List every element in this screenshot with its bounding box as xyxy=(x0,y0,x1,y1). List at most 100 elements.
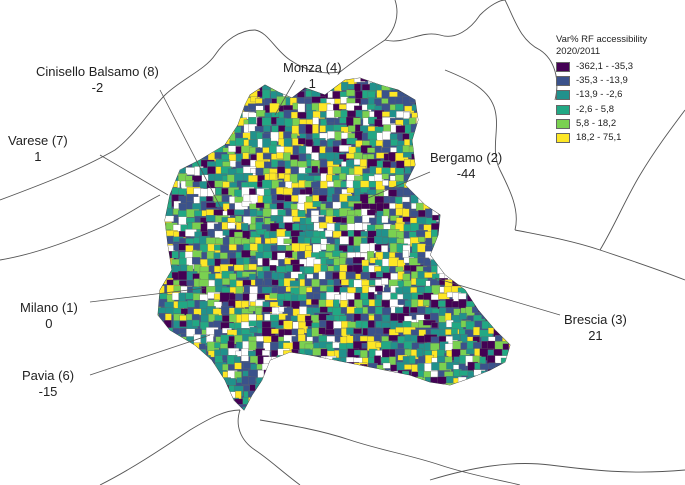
municipality-patch xyxy=(268,376,283,388)
municipality-patch xyxy=(417,96,431,106)
municipality-patch xyxy=(445,256,454,265)
municipality-patch xyxy=(376,383,390,395)
municipality-patch xyxy=(423,112,437,120)
municipality-patch xyxy=(473,383,487,396)
municipality-patch xyxy=(312,370,324,381)
municipality-patch xyxy=(438,187,448,194)
municipality-patch xyxy=(425,131,439,138)
municipality-patch xyxy=(150,147,157,155)
municipality-patch xyxy=(227,340,235,349)
municipality-patch xyxy=(187,125,197,131)
municipality-patch xyxy=(422,82,435,88)
municipality-patch xyxy=(304,398,314,407)
municipality-patch xyxy=(445,216,460,224)
municipality-patch xyxy=(165,336,179,348)
municipality-patch xyxy=(174,412,181,417)
municipality-patch xyxy=(200,371,208,380)
municipality-patch xyxy=(220,90,235,97)
municipality-patch xyxy=(485,300,496,310)
municipality-patch xyxy=(262,404,272,410)
municipality-patch xyxy=(361,412,369,422)
municipality-patch xyxy=(158,399,162,408)
municipality-patch xyxy=(425,413,439,421)
municipality-patch xyxy=(165,168,175,180)
municipality-patch xyxy=(297,398,310,404)
municipality-patch xyxy=(158,174,170,183)
municipality-patch xyxy=(473,326,480,336)
municipality-patch xyxy=(479,131,486,140)
municipality-patch xyxy=(158,126,171,135)
municipality-patch xyxy=(395,397,409,409)
legend-label: -362,1 - -35,3 xyxy=(576,61,634,73)
municipality-patch xyxy=(306,405,314,410)
municipality-patch xyxy=(221,413,233,423)
municipality-patch xyxy=(495,238,502,249)
municipality-patch xyxy=(446,403,459,410)
municipality-patch xyxy=(249,326,258,333)
municipality-patch xyxy=(425,398,440,410)
municipality-patch xyxy=(214,404,226,410)
municipality-patch xyxy=(509,174,510,187)
municipality-patch xyxy=(312,124,319,135)
municipality-patch xyxy=(270,131,279,142)
municipality-patch xyxy=(437,383,452,394)
municipality-patch xyxy=(516,327,529,338)
municipality-patch xyxy=(158,109,167,120)
municipality-patch xyxy=(370,412,381,417)
municipality-patch xyxy=(171,364,181,370)
municipality-patch xyxy=(284,391,294,402)
municipality-patch xyxy=(492,223,500,230)
municipality-patch xyxy=(359,398,368,405)
municipality-patch xyxy=(397,78,412,86)
municipality-patch xyxy=(501,307,510,317)
municipality-patch xyxy=(431,223,442,231)
municipality-patch xyxy=(445,414,452,423)
municipality-patch xyxy=(508,89,510,95)
municipality-patch xyxy=(312,201,322,208)
municipality-patch xyxy=(158,237,162,246)
municipality-patch xyxy=(424,187,437,196)
municipality-patch xyxy=(486,244,499,255)
municipality-patch xyxy=(290,412,300,421)
municipality-patch xyxy=(430,404,438,410)
municipality-patch xyxy=(501,371,510,378)
municipality-patch xyxy=(495,251,508,260)
municipality-patch xyxy=(502,271,510,284)
municipality-patch xyxy=(465,124,476,137)
municipality-patch xyxy=(164,406,172,410)
municipality-patch xyxy=(502,398,510,404)
municipality-patch xyxy=(213,97,221,105)
municipality-patch xyxy=(191,319,200,327)
municipality-patch xyxy=(500,287,510,298)
municipality-patch xyxy=(467,230,481,241)
municipality-patch xyxy=(261,397,273,405)
municipality-patch xyxy=(332,404,343,410)
municipality-patch xyxy=(228,103,237,111)
municipality-patch xyxy=(178,412,191,419)
legend-swatch xyxy=(556,62,570,73)
legend-item: 18,2 - 75,1 xyxy=(556,131,678,145)
municipality-patch xyxy=(508,307,510,320)
municipality-patch xyxy=(284,399,295,408)
municipality-patch xyxy=(298,391,308,402)
legend-label: 18,2 - 75,1 xyxy=(576,132,622,144)
municipality-patch xyxy=(472,391,480,400)
municipality-patch xyxy=(472,181,485,193)
municipality-patch xyxy=(495,312,509,323)
municipality-patch xyxy=(515,110,522,118)
municipality-patch xyxy=(473,126,482,135)
municipality-patch xyxy=(185,399,200,406)
municipality-patch xyxy=(348,125,357,133)
municipality-patch xyxy=(445,103,456,112)
municipality-patch xyxy=(452,333,461,341)
municipality-patch xyxy=(458,131,472,139)
municipality-patch xyxy=(446,391,457,401)
municipality-patch xyxy=(158,195,167,203)
municipality-patch xyxy=(465,222,474,233)
municipality-patch xyxy=(158,271,162,284)
municipality-patch xyxy=(180,91,188,102)
municipality-patch xyxy=(460,397,472,406)
municipality-patch xyxy=(480,266,491,272)
municipality-patch xyxy=(297,356,310,368)
municipality-patch xyxy=(508,370,510,377)
